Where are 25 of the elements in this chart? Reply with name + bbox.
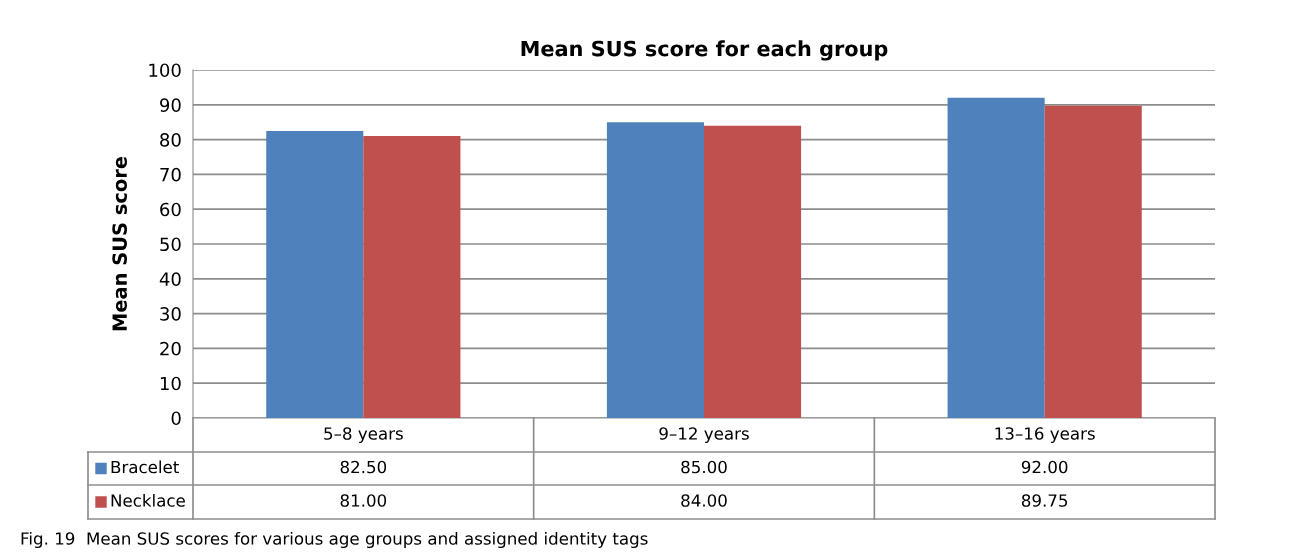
- y-tick-label: 60: [160, 202, 181, 217]
- chart-title: Mean SUS score for each group: [521, 40, 888, 61]
- data-label: 84.00: [681, 494, 727, 507]
- y-tick-label: 90: [160, 98, 181, 112]
- y-axis-title: Mean SUS score: [112, 156, 127, 331]
- data-label: 89.75: [1021, 494, 1068, 507]
- y-tick-label: 10: [160, 376, 181, 391]
- y-tick-label: 100: [149, 63, 181, 78]
- data-label: 92.00: [1021, 460, 1068, 474]
- y-tick-label: 80: [160, 133, 181, 147]
- data-label: 82.50: [340, 460, 387, 474]
- data-label: 85.00: [681, 460, 727, 474]
- x-tick-label: 5–8 years: [324, 427, 403, 444]
- legend-label: Necklace: [111, 493, 185, 507]
- y-tick-label: 40: [159, 272, 181, 286]
- caption: Fig. 19 Mean SUS scores for various age groups and assigned identity tags: [21, 531, 648, 549]
- x-tick-label: 13–16 years: [995, 427, 1095, 444]
- y-tick-label: 20: [160, 341, 181, 356]
- x-tick-label: 9–12 years: [659, 427, 749, 444]
- y-tick-label: 30: [160, 307, 181, 321]
- y-tick-label: 50: [160, 237, 181, 252]
- y-tick-label: 0: [171, 411, 181, 426]
- data-label: 81.00: [340, 494, 387, 507]
- legend-label: Bracelet: [111, 460, 179, 474]
- y-tick-label: 70: [160, 167, 181, 182]
